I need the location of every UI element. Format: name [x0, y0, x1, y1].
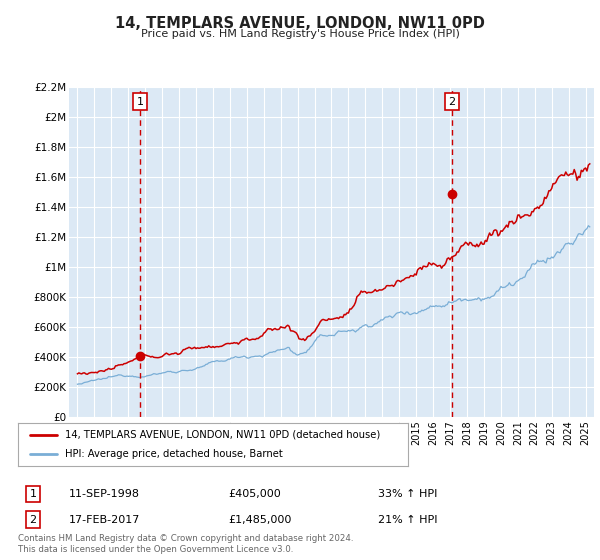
Text: This data is licensed under the Open Government Licence v3.0.: This data is licensed under the Open Gov…	[18, 545, 293, 554]
Text: Contains HM Land Registry data © Crown copyright and database right 2024.: Contains HM Land Registry data © Crown c…	[18, 534, 353, 543]
Text: £1,485,000: £1,485,000	[228, 515, 292, 525]
Text: 2: 2	[29, 515, 37, 525]
Text: 14, TEMPLARS AVENUE, LONDON, NW11 0PD: 14, TEMPLARS AVENUE, LONDON, NW11 0PD	[115, 16, 485, 31]
Text: 1: 1	[29, 489, 37, 499]
Text: HPI: Average price, detached house, Barnet: HPI: Average price, detached house, Barn…	[65, 450, 283, 459]
Text: 33% ↑ HPI: 33% ↑ HPI	[378, 489, 437, 499]
Text: 2: 2	[449, 97, 455, 106]
Text: £405,000: £405,000	[228, 489, 281, 499]
Text: 1: 1	[137, 97, 143, 106]
Text: 11-SEP-1998: 11-SEP-1998	[69, 489, 140, 499]
Text: Price paid vs. HM Land Registry's House Price Index (HPI): Price paid vs. HM Land Registry's House …	[140, 29, 460, 39]
Text: 14, TEMPLARS AVENUE, LONDON, NW11 0PD (detached house): 14, TEMPLARS AVENUE, LONDON, NW11 0PD (d…	[65, 430, 380, 440]
Text: 17-FEB-2017: 17-FEB-2017	[69, 515, 140, 525]
Text: 21% ↑ HPI: 21% ↑ HPI	[378, 515, 437, 525]
